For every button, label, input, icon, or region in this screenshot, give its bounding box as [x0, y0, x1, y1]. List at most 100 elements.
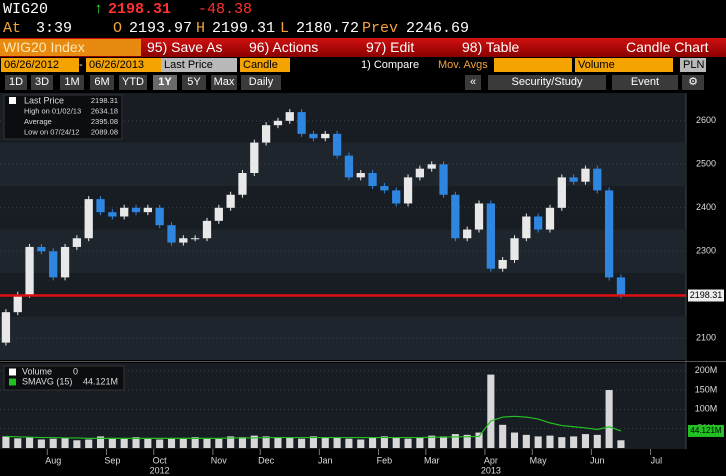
volume-bar: [203, 438, 211, 448]
candle-body: [250, 142, 259, 174]
volume-bar: [534, 436, 542, 448]
candle-body: [403, 177, 413, 204]
quote-value: 2193.97: [129, 20, 193, 37]
legend-value: 2395.08: [91, 117, 118, 126]
year-label: 2012: [150, 465, 170, 475]
legend-label: Average: [24, 117, 52, 126]
menu-item[interactable]: 98) Table: [462, 39, 520, 55]
quote-value: 2180.72: [296, 20, 360, 37]
candle-body: [49, 251, 58, 278]
candle-body: [96, 199, 105, 213]
last-value-label: 44.121M: [690, 426, 721, 435]
volume-bar: [96, 436, 105, 448]
x-tick-label: Feb: [377, 455, 393, 465]
menu-item[interactable]: 95) Save As: [147, 39, 223, 55]
volume-bar: [286, 437, 294, 448]
menu-bar: WIG20 Index 95) Save As 96) Actions 97) …: [0, 38, 726, 57]
candle-body: [474, 203, 484, 230]
candle-body: [569, 177, 578, 182]
volume-bar: [570, 436, 578, 448]
volume-bar: [2, 436, 10, 448]
candle-body: [510, 238, 519, 260]
candle-body: [344, 155, 354, 178]
candle-body: [616, 277, 626, 296]
legend-box: [3, 94, 123, 140]
volume-bar: [333, 437, 341, 448]
y-tick-label: 2600: [696, 115, 716, 125]
candle-body: [368, 173, 377, 187]
candle-body: [392, 190, 401, 204]
volume-bar: [439, 436, 448, 448]
period[interactable]: 1M: [60, 75, 84, 90]
candle-body: [84, 199, 93, 239]
y-tick-label: 2300: [696, 246, 716, 256]
mov-avgs[interactable]: Mov. Avgs: [438, 59, 488, 71]
frequency[interactable]: Daily: [241, 75, 281, 90]
candle-body: [131, 207, 141, 213]
x-tick-label: Jun: [590, 455, 605, 465]
candle-body: [545, 207, 555, 230]
candle-body: [120, 207, 129, 217]
period[interactable]: 1D: [5, 75, 27, 90]
candle-body: [273, 120, 283, 126]
menu-item[interactable]: 96) Actions: [249, 39, 319, 55]
period[interactable]: 6M: [90, 75, 114, 90]
input-box[interactable]: [494, 58, 572, 72]
volume-bar: [522, 434, 530, 448]
compare[interactable]: 1) Compare: [361, 59, 420, 71]
volume-bar: [227, 436, 235, 448]
candle-body: [557, 177, 566, 208]
period[interactable]: 1Y: [153, 75, 177, 90]
candle-body: [581, 168, 590, 182]
event[interactable]: Event: [612, 75, 678, 90]
style[interactable]: Candle: [240, 58, 290, 72]
period[interactable]: Max: [211, 75, 237, 90]
field[interactable]: Last Price: [161, 58, 237, 72]
security[interactable]: WIG20 Index: [0, 39, 141, 56]
period[interactable]: 5Y: [182, 75, 206, 90]
candle-body: [143, 207, 152, 213]
grid-band: [0, 229, 686, 274]
collapse[interactable]: «: [465, 75, 481, 90]
volume-bar: [49, 438, 57, 448]
x-tick-label: Jul: [651, 455, 663, 465]
last-price-label: 2198.31: [690, 290, 723, 300]
period[interactable]: 3D: [31, 75, 53, 90]
legend-value: 0: [73, 366, 78, 376]
volume-bar: [463, 434, 471, 448]
volume-bar: [558, 437, 566, 448]
volume-bar: [428, 435, 436, 448]
volume-bar: [416, 437, 424, 448]
volume-bar: [14, 438, 22, 448]
candle-body: [356, 173, 365, 178]
volume-bar: [451, 434, 459, 448]
volume-bar: [499, 424, 507, 448]
volume-bar: [475, 432, 483, 448]
x-tick-label: Aug: [45, 455, 61, 465]
candle-body: [593, 168, 602, 191]
candle-body: [285, 112, 294, 121]
candle-body: [427, 164, 436, 169]
volume-bar: [404, 438, 412, 448]
x-tick-label: Mar: [424, 455, 440, 465]
lower[interactable]: Volume: [575, 58, 673, 72]
candle-body: [297, 112, 306, 134]
x-tick-label: Jan: [318, 455, 333, 465]
x-tick-label: Apr: [484, 455, 498, 465]
x-tick-label: May: [530, 455, 548, 465]
currency[interactable]: PLN: [680, 58, 706, 72]
x-tick-label: Dec: [258, 455, 275, 465]
quote-label: O: [113, 20, 123, 37]
settings[interactable]: ⚙: [682, 75, 704, 90]
candle-body: [37, 246, 46, 252]
study[interactable]: Security/Study: [488, 75, 606, 90]
end-date[interactable]: 06/26/2013: [86, 58, 162, 72]
volume-bar: [345, 438, 353, 448]
start-date[interactable]: 06/26/2012: [1, 58, 79, 72]
candle-body: [155, 207, 164, 226]
period[interactable]: YTD: [119, 75, 147, 90]
volume-bar: [156, 439, 164, 448]
menu-item[interactable]: 97) Edit: [366, 39, 415, 55]
candle-body: [534, 216, 543, 230]
